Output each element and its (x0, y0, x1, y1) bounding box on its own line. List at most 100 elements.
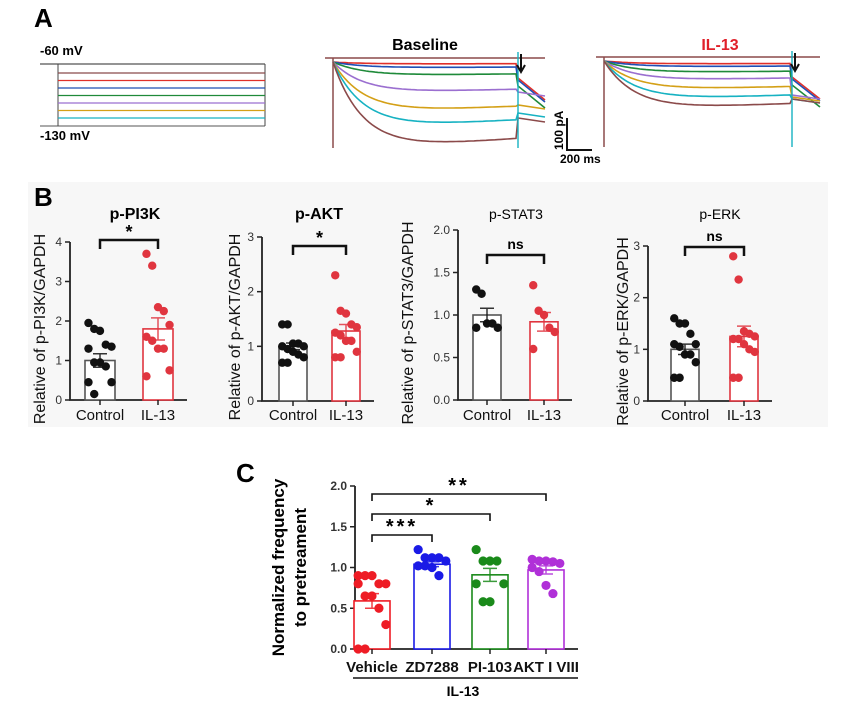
significance-bracket (291, 244, 348, 255)
data-point (686, 329, 695, 339)
baseline-current-trace (332, 61, 546, 97)
y-tick-label: 1.0 (433, 308, 450, 322)
protocol-top-label: -60 mV (40, 43, 83, 58)
data-point (529, 281, 538, 290)
data-point (534, 566, 544, 577)
data-point (148, 336, 157, 345)
error-bar (365, 592, 379, 609)
x-category-label: IL-13 (141, 407, 175, 424)
x-category-label: Control (269, 407, 317, 424)
y-tick-label: 3 (55, 275, 62, 289)
data-point (347, 336, 356, 346)
data-point (336, 353, 345, 362)
y-tick-label: 1.0 (330, 561, 347, 575)
x-category-label: Control (76, 407, 124, 424)
y-tick-label: 2 (55, 314, 62, 328)
x-category-label: Control (463, 407, 511, 424)
data-point (675, 373, 684, 382)
baseline-current-trace (332, 61, 546, 143)
data-point (299, 342, 308, 351)
data-point (434, 553, 444, 563)
protocol-bottom-label: -130 mV (40, 128, 90, 143)
data-point (107, 378, 116, 387)
data-point (734, 275, 743, 284)
data-point (750, 332, 759, 341)
data-point (148, 261, 157, 270)
y-axis-label: Relative of p-ERK/GAPDH (615, 237, 632, 426)
data-point (299, 353, 308, 362)
down-arrow-icon (516, 54, 526, 75)
y-tick-label: 1 (247, 339, 254, 353)
y-tick-label: 0.5 (433, 351, 450, 365)
data-point (541, 556, 551, 566)
current-traces (325, 51, 821, 148)
scale-bar-time: 200 ms (560, 152, 601, 166)
error-bar (539, 565, 553, 575)
il13-title: IL-13 (701, 37, 738, 54)
error-bar (425, 561, 439, 568)
data-point (471, 544, 481, 555)
error-bar (151, 317, 165, 341)
data-point (353, 579, 363, 589)
data-point (527, 554, 537, 564)
data-point (441, 556, 451, 566)
panel-label-c: C (236, 458, 255, 488)
error-bar (286, 342, 300, 351)
data-point (283, 320, 292, 329)
data-point (165, 366, 174, 375)
baseline-current-trace (332, 61, 546, 101)
y-tick-label: 0 (247, 394, 254, 408)
data-point (331, 271, 340, 280)
y-tick-label: 1 (633, 342, 640, 356)
x-category-label: AKT I VIII (513, 659, 579, 676)
data-point (471, 579, 481, 589)
il13-current-trace (603, 60, 821, 102)
data-point (84, 378, 93, 387)
baseline-title: Baseline (392, 37, 458, 54)
baseline-current-trace (332, 61, 546, 103)
y-tick-label: 0.5 (330, 601, 347, 615)
data-point (159, 306, 168, 316)
data-point (101, 362, 110, 371)
error-bar (483, 567, 497, 583)
data-point (527, 562, 537, 573)
data-point (529, 344, 538, 354)
data-point (734, 373, 743, 382)
significance-label: ns (706, 228, 723, 244)
data-point (478, 556, 488, 566)
significance-label: * (125, 222, 132, 242)
data-point (555, 558, 565, 569)
data-point (420, 553, 430, 563)
data-point (84, 318, 93, 328)
data-point (548, 588, 558, 599)
y-tick-label: 2.0 (330, 479, 347, 493)
data-point (413, 544, 423, 555)
x-category-label: ZD7288 (405, 659, 458, 676)
significance-bracket (683, 245, 746, 256)
chart-title: p-PI3K (110, 206, 161, 223)
y-axis-label: Relative of p-AKT/GAPDH (227, 234, 244, 421)
y-tick-label: 2 (633, 291, 640, 305)
significance-bracket (485, 253, 546, 264)
y-tick-label: 4 (55, 235, 62, 249)
chart-title: p-AKT (295, 206, 343, 223)
chart-normalized-frequency: 0.0 0.5 1.0 1.5 2.0 Normalized frequency to pr… (269, 475, 579, 699)
il13-current-trace (603, 60, 821, 107)
data-point (159, 344, 168, 353)
data-point (374, 579, 384, 589)
significance-bracket (371, 513, 491, 521)
significance-bracket (371, 493, 547, 501)
data-point (381, 619, 391, 630)
significance-label: *** (386, 516, 418, 538)
y-axis-label-line: Normalized frequency (269, 478, 288, 656)
data-point (341, 309, 351, 318)
down-arrow-icon (790, 53, 800, 74)
data-point (680, 319, 690, 328)
data-point (283, 358, 292, 367)
il13-current-trace (603, 60, 821, 108)
data-point (734, 334, 743, 344)
y-tick-label: 3 (247, 230, 254, 244)
data-point (353, 644, 363, 654)
significance-label: ns (507, 236, 524, 252)
